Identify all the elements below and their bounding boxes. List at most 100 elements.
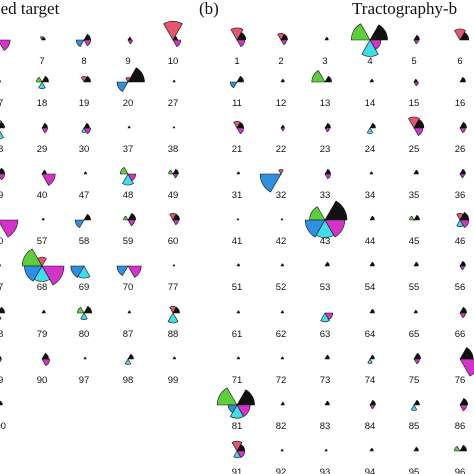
panel-b-title: Tractography-b <box>352 0 457 18</box>
glyph-label: 79 <box>37 329 48 340</box>
glyph-cell: 38 <box>168 126 178 155</box>
glyph-wedge-magenta <box>0 173 5 181</box>
glyph-wedge-black <box>236 75 244 83</box>
glyph-wedge-black <box>324 448 328 452</box>
panel-a-title: sed target <box>0 0 60 18</box>
glyph-wedge-green <box>309 206 326 221</box>
glyph-wedge-green <box>409 215 415 221</box>
glyph-wedge-black <box>324 261 330 267</box>
glyph-wedge-magenta <box>172 39 182 48</box>
glyph-wedge-red <box>408 116 420 129</box>
glyph-wedge-black <box>83 171 87 175</box>
glyph-cell: 18 <box>36 75 49 109</box>
glyph-label: 12 <box>276 98 287 109</box>
glyph-label: 7 <box>39 56 44 67</box>
glyph-cell: 76 <box>455 347 474 386</box>
glyph-wedge-magenta <box>280 127 285 132</box>
glyph-cell: 43 <box>304 200 348 247</box>
glyph-wedge-black <box>413 261 419 267</box>
glyph-label: 97 <box>79 375 90 386</box>
glyph-label: 57 <box>37 236 48 247</box>
glyph-wedge-black <box>41 352 49 360</box>
glyph-label: 9 <box>125 56 130 67</box>
glyph-wedge-black <box>127 125 131 129</box>
glyph-label: 54 <box>365 282 376 293</box>
glyph-wedge-black <box>324 354 330 360</box>
glyph-cell: 3 <box>322 36 329 67</box>
glyph-label: 64 <box>365 329 376 340</box>
glyph-cell: 27 <box>168 79 178 109</box>
glyph-wedge-black <box>83 356 87 360</box>
glyph-wedge-black <box>413 119 425 129</box>
glyph-cell: 70 <box>116 265 142 293</box>
glyph-wedge-magenta <box>459 173 465 179</box>
glyph-cell: 14 <box>365 78 375 109</box>
glyph-wedge-black <box>236 389 255 406</box>
glyph-wedge-magenta <box>172 173 178 179</box>
glyph-label: 74 <box>365 375 376 386</box>
glyph-wedge-black <box>0 167 5 175</box>
glyph-label: 35 <box>409 190 420 201</box>
glyph-wedge-black <box>127 36 132 41</box>
glyph-wedge-cyan <box>167 312 179 324</box>
glyph-cell: 71 <box>232 356 242 386</box>
glyph-wedge-green <box>311 70 326 83</box>
glyph-wedge-black <box>369 24 388 41</box>
glyph-wedge-blue <box>230 81 238 89</box>
glyph-cell: 39 <box>0 167 5 201</box>
glyph-wedge-black <box>127 67 145 83</box>
glyph-cell: 100 <box>0 400 6 432</box>
glyph-wedge-black <box>83 213 91 221</box>
glyph-cell: 79 <box>37 309 48 340</box>
glyph-wedge-cyan <box>456 219 464 227</box>
glyph-wedge-magenta <box>83 39 91 47</box>
glyph-wedge-magenta <box>41 358 51 367</box>
glyph-cell: 24 <box>365 122 376 155</box>
glyph-wedge-black <box>83 75 91 83</box>
glyph-wedge-black <box>369 78 374 83</box>
glyph-cell: 13 <box>311 70 332 109</box>
glyph-cell: 60 <box>168 213 180 247</box>
glyph-cell: 62 <box>276 310 286 340</box>
glyph-wedge-green <box>168 169 174 175</box>
glyph-label: 47 <box>79 190 90 201</box>
glyph-cell: 40 <box>37 169 56 201</box>
glyph-cell: 90 <box>37 352 51 386</box>
glyph-wedge-black <box>459 306 467 314</box>
glyph-label: 52 <box>276 282 287 293</box>
glyph-wedge-green <box>77 306 85 314</box>
glyph-cell: 35 <box>409 169 420 201</box>
glyph-label: 50 <box>0 236 3 247</box>
glyph-wedge-magenta <box>0 358 2 362</box>
glyph-wedge-magenta <box>324 219 346 238</box>
glyph-wedge-red <box>231 440 243 452</box>
glyph-cell: 95 <box>409 446 419 474</box>
glyph-wedge-red <box>278 169 284 175</box>
glyph-cell: 32 <box>259 169 286 201</box>
glyph-wedge-magenta <box>41 173 56 186</box>
glyph-cell: 91 <box>231 440 246 474</box>
glyph-label: 73 <box>320 375 331 386</box>
glyph-cell: 75 <box>409 352 421 386</box>
glyph-cell: 80 <box>77 305 93 340</box>
glyph-wedge-black <box>324 200 348 221</box>
glyph-wedge-magenta <box>236 39 246 48</box>
glyph-wedge-magenta <box>413 127 424 137</box>
glyph-label: 83 <box>320 421 331 432</box>
glyph-cell: 53 <box>320 261 330 293</box>
glyph-cell: 74 <box>365 354 376 386</box>
glyph-cell: 87 <box>123 310 133 340</box>
glyph-cell: 59 <box>123 212 137 247</box>
glyph-wedge-black <box>83 122 90 129</box>
glyph-cell: 48 <box>119 166 137 201</box>
glyph-label: 77 <box>168 282 179 293</box>
glyph-wedge-magenta <box>236 404 251 417</box>
glyph-cell: 85 <box>409 399 420 432</box>
glyph-label: 85 <box>409 421 420 432</box>
glyph-wedge-magenta <box>127 265 142 278</box>
glyph-wedge-magenta <box>459 219 470 229</box>
glyph-label: 81 <box>232 421 243 432</box>
glyph-wedge-green <box>454 445 461 452</box>
glyph-wedge-magenta <box>172 219 179 226</box>
